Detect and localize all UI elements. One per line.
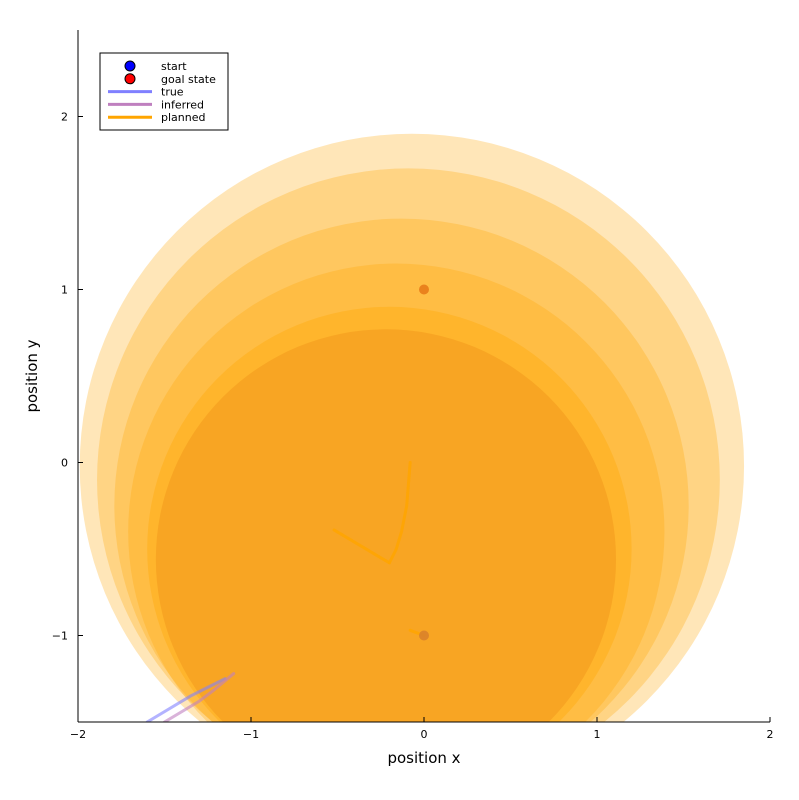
y-tick-label: −1 [52, 630, 68, 643]
legend-label-true: true [161, 86, 184, 99]
legend-label-goal-state: goal state [161, 73, 216, 86]
legend-marker-goal-state [124, 73, 136, 85]
series-planned-line-1 [387, 461, 412, 565]
x-tick-label: −2 [70, 728, 86, 741]
legend-label-start: start [161, 60, 187, 73]
plot-area [79, 133, 744, 722]
point-goal-state [419, 284, 429, 295]
y-axis-title: position y [23, 339, 41, 412]
x-tick-label: 0 [421, 728, 428, 741]
x-tick-label: 1 [594, 728, 601, 741]
series-inferred-line-0 [163, 672, 236, 722]
y-tick-label: 2 [61, 111, 68, 124]
legend-label-planned: planned [161, 111, 205, 124]
axes: −2 −1 0 1 2 −1 0 1 2 [52, 30, 774, 741]
y-tick-label: 1 [61, 284, 68, 297]
x-axis-title: position x [387, 749, 460, 767]
y-tick-label: 0 [61, 457, 68, 470]
series-planned-line-0 [332, 528, 391, 565]
x-tick-label: 2 [767, 728, 774, 741]
legend-marker-start [124, 60, 136, 72]
uncertainty-circle-5 [155, 329, 616, 722]
legend-label-inferred: inferred [161, 98, 204, 111]
x-tick-label: −1 [243, 728, 259, 741]
point-start [419, 630, 429, 641]
series-true-line-0 [145, 677, 227, 722]
